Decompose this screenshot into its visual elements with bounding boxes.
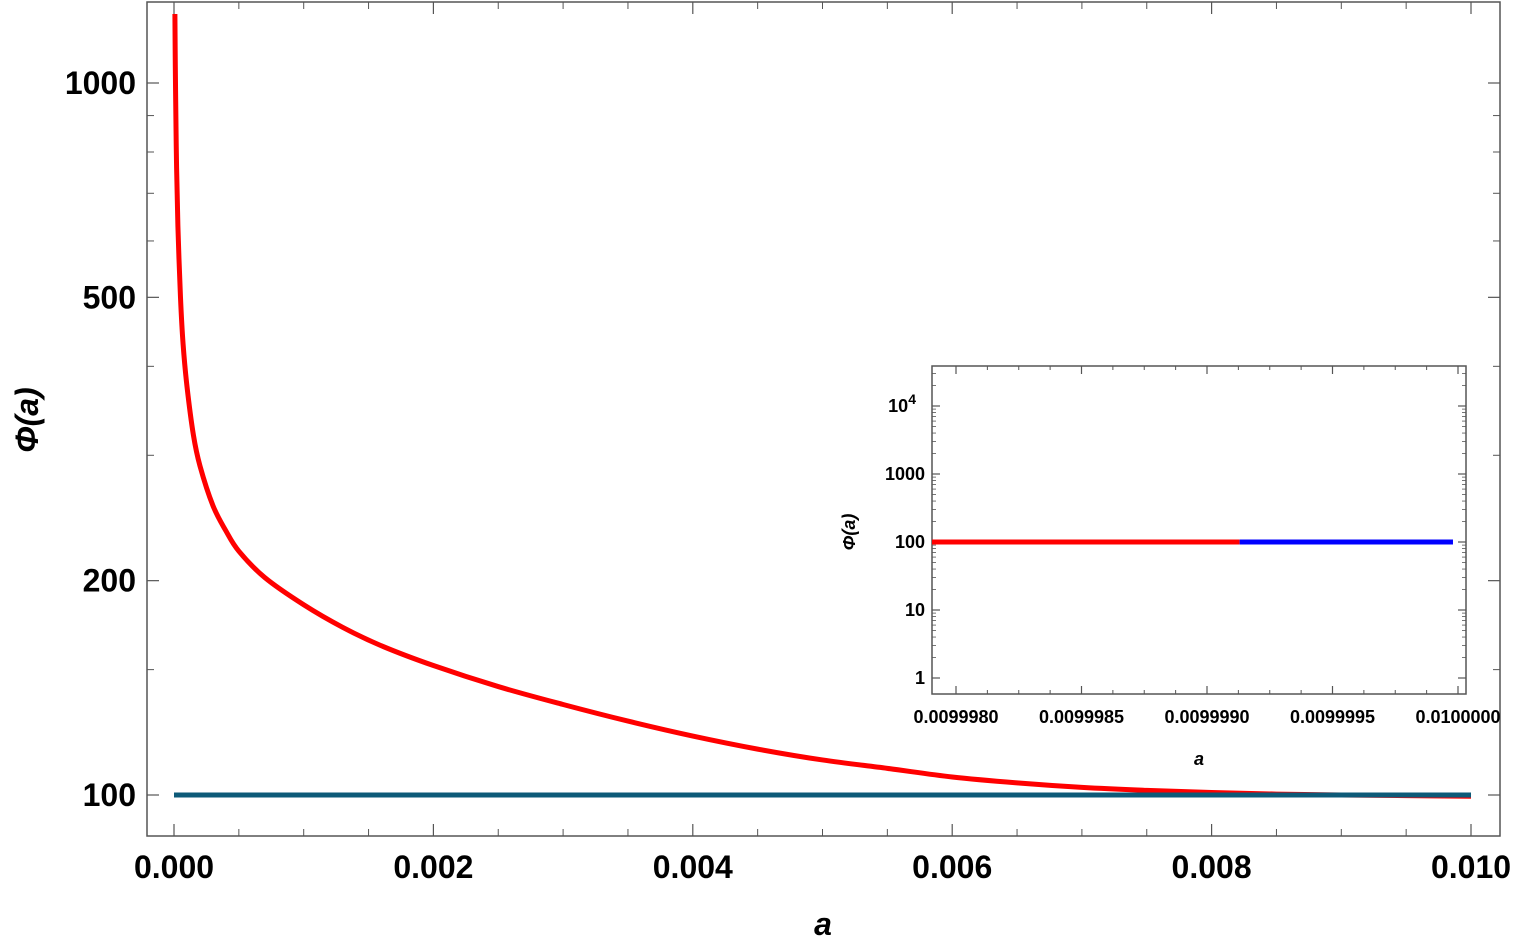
inset-y-tick-label: 100: [895, 532, 925, 552]
inset-x-axis-label: a: [1194, 749, 1204, 769]
main-x-tick-label: 0.008: [1172, 849, 1252, 885]
main-series-line-0: [172, 13, 1472, 799]
main-x-tick-label: 0.010: [1431, 849, 1511, 885]
main-y-tick-label: 100: [83, 777, 136, 813]
inset-y-axis-label: Φ(a): [839, 514, 859, 551]
inset-x-tick-label: 0.0100000: [1415, 707, 1500, 727]
main-y-axis-label: Φ(a): [9, 387, 45, 452]
inset-chart: 0.0099980 0.0099985 0.0099990 0.0099995 0.01…: [839, 365, 1501, 769]
inset-x-tick-label: 0.0099980: [913, 707, 998, 727]
inset-y-tick-label: 1000: [885, 464, 925, 484]
main-x-tick-label: 0.006: [912, 849, 992, 885]
inset-y-tick-label: 10: [905, 600, 925, 620]
main-x-tick-label: 0.004: [653, 849, 733, 885]
inset-x-tick-label: 0.0099995: [1290, 707, 1375, 727]
main-plot-frame: [146, 1, 1501, 837]
main-x-tick-label: 0.002: [393, 849, 473, 885]
inset-plot-frame: [931, 365, 1467, 695]
main-x-tick-label: 0.000: [134, 849, 214, 885]
main-series-group: [172, 13, 1472, 799]
main-y-tick-label: 200: [83, 563, 136, 599]
main-y-tick-label: 1000: [65, 65, 136, 101]
inset-y-tick-label: 104: [888, 391, 916, 416]
main-x-axis-label: a: [814, 906, 832, 942]
main-chart: 0.000 0.002 0.004 0.006 0.008 0.010 100 200 500 1…: [9, 1, 1511, 942]
inset-x-tick-label: 0.0099985: [1039, 707, 1124, 727]
inset-x-tick-label: 0.0099990: [1164, 707, 1249, 727]
inset-background: [932, 366, 1466, 694]
main-y-tick-label: 500: [83, 279, 136, 315]
inset-y-tick-label: 1: [915, 668, 925, 688]
